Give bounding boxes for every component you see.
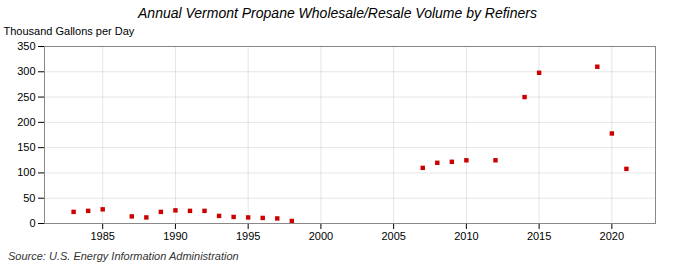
svg-text:1985: 1985 (90, 230, 114, 242)
svg-text:250: 250 (17, 91, 35, 103)
svg-text:Thousand Gallons per Day: Thousand Gallons per Day (4, 25, 135, 37)
svg-text:1995: 1995 (236, 230, 260, 242)
svg-text:200: 200 (17, 116, 35, 128)
svg-text:350: 350 (17, 40, 35, 52)
svg-text:2015: 2015 (527, 230, 551, 242)
svg-text:1990: 1990 (163, 230, 187, 242)
svg-text:50: 50 (23, 192, 35, 204)
svg-text:2010: 2010 (454, 230, 478, 242)
svg-text:150: 150 (17, 141, 35, 153)
svg-text:2020: 2020 (600, 230, 624, 242)
html-text:Source: U.S. Energy Informatio: Source: U.S. Energy Information Administ… (8, 250, 239, 262)
svg-text:0: 0 (29, 217, 35, 229)
svg-text:100: 100 (17, 166, 35, 178)
html-text:Annual Vermont Propane Wholesa: Annual Vermont Propane Wholesale/Resale … (138, 5, 537, 21)
svg-text:2000: 2000 (309, 230, 333, 242)
svg-text:2005: 2005 (381, 230, 405, 242)
svg-text:300: 300 (17, 65, 35, 77)
